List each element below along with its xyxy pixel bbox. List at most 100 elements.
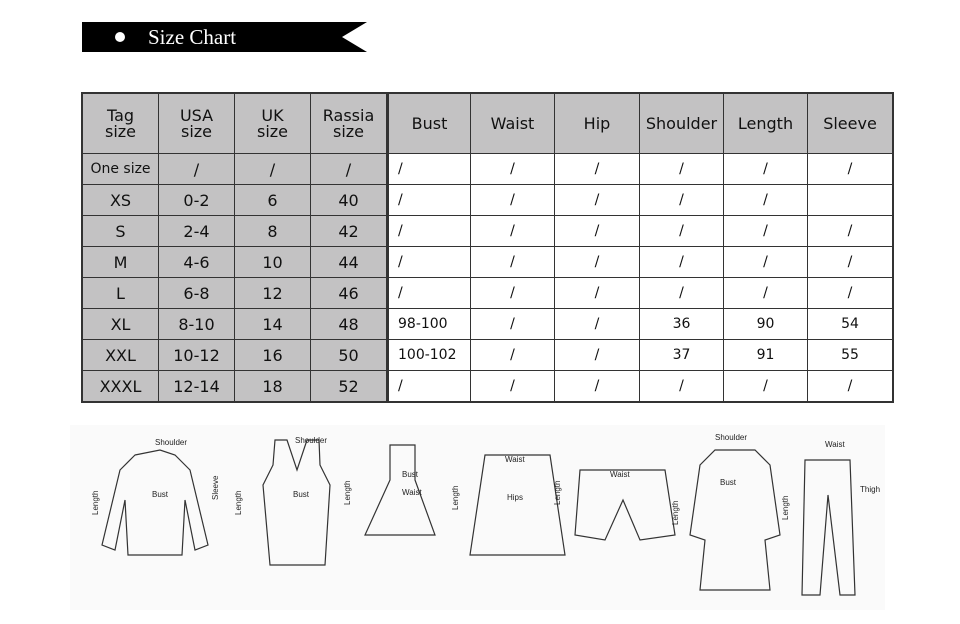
table-cell: / [723, 370, 808, 403]
table-cell: 0-2 [158, 184, 235, 216]
dress-outline [364, 444, 436, 536]
column-header: Shoulder [639, 92, 724, 154]
table-cell: / [554, 215, 640, 247]
table-cell: 42 [310, 215, 388, 247]
measure-label: Shoulder [155, 438, 187, 447]
table-cell: / [723, 153, 808, 185]
table-cell: 12 [234, 277, 311, 309]
table-cell: 90 [723, 308, 808, 340]
table-cell: 98-100 [386, 308, 471, 340]
banner-shape [82, 22, 367, 52]
table-cell: 16 [234, 339, 311, 371]
table-cell: / [639, 246, 724, 278]
table-cell: / [639, 370, 724, 403]
measure-label: Length [451, 486, 460, 510]
table-cell: / [554, 277, 640, 309]
table-cell: / [470, 277, 555, 309]
measure-label: Hips [507, 493, 523, 502]
measure-label: Waist [610, 470, 630, 479]
measure-label: Bust [402, 470, 419, 479]
table-cell: / [723, 277, 808, 309]
table-cell: / [554, 246, 640, 278]
table-cell: / [807, 215, 894, 247]
table-cell: 44 [310, 246, 388, 278]
table-cell: 50 [310, 339, 388, 371]
table-cell: / [470, 308, 555, 340]
table-cell: / [554, 308, 640, 340]
table-row: XS 0-2 6 40// / / / [81, 184, 894, 216]
shorts-outline [574, 469, 676, 541]
table-cell: 100-102 [386, 339, 471, 371]
column-header: Length [723, 92, 808, 154]
table-cell: / [723, 184, 808, 216]
table-row: One size / / / / / / / / / [81, 153, 894, 185]
measure-label: Length [234, 491, 243, 515]
table-cell: / [807, 370, 894, 403]
measure-label: Waist [825, 440, 845, 449]
table-cell: XL [81, 308, 159, 340]
tank-top-outline [262, 439, 331, 566]
table-cell: / [723, 246, 808, 278]
table-cell: / [386, 277, 471, 309]
measure-label: Length [553, 481, 562, 505]
table-cell: / [470, 370, 555, 403]
figure-coat: Shoulder Bust Length [671, 433, 781, 591]
table-cell: / [807, 246, 894, 278]
figure-shorts: Waist Length [553, 469, 676, 541]
table-cell: / [554, 153, 640, 185]
table-cell: XXL [81, 339, 159, 371]
table-row: M 4-6 10 44// / / / / [81, 246, 894, 278]
skirt-outline [469, 454, 566, 556]
table-cell: / [386, 246, 471, 278]
figure-skirt: Waist Hips Length [451, 454, 566, 556]
table-row: XXXL 12-14 18 52// / / / / [81, 370, 894, 403]
measure-label: Length [343, 481, 352, 505]
table-cell: / [723, 215, 808, 247]
measure-label: Length [781, 496, 790, 520]
table-cell: S [81, 215, 159, 247]
table-cell: / [639, 184, 724, 216]
table-cell: / [470, 215, 555, 247]
table-cell: 8-10 [158, 308, 235, 340]
table-cell: 37 [639, 339, 724, 371]
table-cell: L [81, 277, 159, 309]
measure-label: Bust [293, 490, 310, 499]
measure-label: Waist [505, 455, 525, 464]
table-cell: 6-8 [158, 277, 235, 309]
column-header: Bust [386, 92, 471, 154]
figure-dress: Bust Waist Length [343, 444, 436, 536]
table-row: XXL 10-12 16 50 100-102//37 91 55 [81, 339, 894, 371]
table-cell: / [234, 153, 311, 185]
measure-label: Waist [402, 488, 422, 497]
measure-label: Bust [720, 478, 737, 487]
column-header: USA size [158, 92, 235, 154]
column-header: Rassia size [310, 92, 388, 154]
measure-label: Bust [152, 490, 169, 499]
table-cell: / [386, 153, 471, 185]
measure-label: Length [671, 501, 680, 525]
coat-outline [689, 449, 781, 591]
column-header: Hip [554, 92, 640, 154]
table-cell: / [158, 153, 235, 185]
table-cell: / [639, 277, 724, 309]
table-cell: / [639, 153, 724, 185]
measure-label: Length [91, 491, 100, 515]
table-cell: XS [81, 184, 159, 216]
table-cell: 52 [310, 370, 388, 403]
table-cell: 4-6 [158, 246, 235, 278]
table-header-row: Tag size USA size UK size Rassia size Bust Waist H… [81, 92, 894, 154]
table-cell: 10-12 [158, 339, 235, 371]
table-cell: / [554, 184, 640, 216]
table-cell: 54 [807, 308, 894, 340]
figure-tank-top: Shoulder Bust Length [234, 436, 331, 566]
garment-diagrams: Shoulder Bust Sleeve Length Shoulder Bust Leng… [91, 433, 880, 596]
column-header: Tag size [81, 92, 159, 154]
table-cell: / [807, 277, 894, 309]
column-header: Waist [470, 92, 555, 154]
column-header: UK size [234, 92, 311, 154]
table-cell: / [386, 370, 471, 403]
blouse-outline [101, 449, 209, 556]
table-cell: 8 [234, 215, 311, 247]
table-cell: / [470, 246, 555, 278]
table-cell: / [470, 339, 555, 371]
